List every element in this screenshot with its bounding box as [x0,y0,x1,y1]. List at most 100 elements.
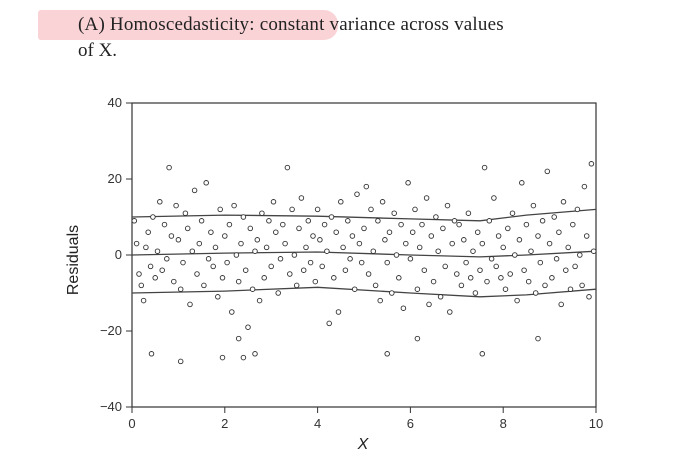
data-point [233,252,240,258]
data-point [147,263,154,270]
data-point [525,278,532,285]
data-point [393,252,400,258]
data-point [535,335,541,342]
data-point [372,282,379,289]
data-point [349,233,356,239]
y-tick-label: −40 [100,399,122,414]
data-point [479,351,486,357]
data-point [398,221,404,228]
data-point [312,278,319,285]
data-point [219,275,226,281]
data-point [574,206,581,213]
data-point [298,195,305,201]
data-point [409,229,416,235]
data-point [189,248,196,254]
data-point [161,221,168,228]
reference-line-lower [131,286,597,298]
caption-line-1: (A) Homoscedasticity: constant variance … [78,14,504,35]
data-point [194,271,200,277]
data-point [240,214,247,220]
data-point [505,225,511,232]
data-point [567,286,574,292]
data-point [157,199,163,205]
x-tick-label: 0 [128,416,135,431]
y-axis-label: Residuals [65,225,82,295]
data-point [416,244,423,251]
data-point [289,206,295,213]
data-point [467,275,474,281]
data-point [384,351,390,357]
data-point [201,282,207,289]
data-point [277,256,284,262]
figure-caption: (A) Homoscedasticity: constant variance … [78,12,638,64]
data-point [256,297,263,304]
data-point [361,225,367,232]
reference-line-center [131,250,597,258]
x-tick-label: 10 [589,416,603,431]
data-point [502,286,509,292]
data-point [470,248,476,254]
data-point [268,263,274,270]
data-point [440,225,446,232]
data-point [305,218,312,224]
data-point [266,218,272,224]
data-point [224,259,230,266]
data-point [138,282,145,289]
y-tick-label: 20 [108,171,122,186]
x-tick-label: 4 [314,416,321,431]
data-point [347,256,353,262]
y-tick-label: −20 [100,323,122,338]
data-point [303,244,309,251]
data-point [340,244,346,251]
data-point [521,267,527,273]
data-point [563,267,569,273]
data-point [403,240,409,247]
data-point [168,233,175,239]
data-point [516,237,523,243]
data-point [391,210,397,216]
data-point [148,351,155,357]
data-point [321,221,328,228]
data-point [259,210,265,216]
data-point [198,218,205,224]
data-point [263,244,270,251]
data-point [428,233,435,239]
data-point [535,233,541,239]
data-point [275,290,281,296]
data-point [235,335,242,342]
data-point [421,267,428,273]
data-point [379,199,386,205]
x-tick-label: 8 [500,416,507,431]
data-point [528,248,534,254]
data-point [280,221,286,228]
data-point [164,256,170,262]
data-point [324,248,330,254]
data-point [481,164,488,171]
data-point [270,199,277,205]
data-point [307,259,314,266]
data-point [414,286,421,292]
caption-highlight [38,10,338,40]
data-point [375,218,381,224]
data-point [310,233,316,239]
data-point [254,237,261,243]
data-point [140,297,147,304]
data-point [331,275,337,281]
data-point [210,263,216,270]
data-point [419,221,425,228]
data-point [577,252,583,258]
data-point [465,210,472,216]
data-point [433,214,439,220]
data-point [447,309,453,315]
data-point [377,297,383,304]
data-point [152,275,158,281]
y-tick-label: 0 [115,247,122,262]
data-point [217,206,223,213]
data-point [293,282,300,289]
data-point [586,294,592,300]
x-tick-label: 2 [221,416,228,431]
data-point [166,164,172,171]
data-point [532,290,539,296]
data-point [396,275,402,281]
data-point [187,301,193,308]
